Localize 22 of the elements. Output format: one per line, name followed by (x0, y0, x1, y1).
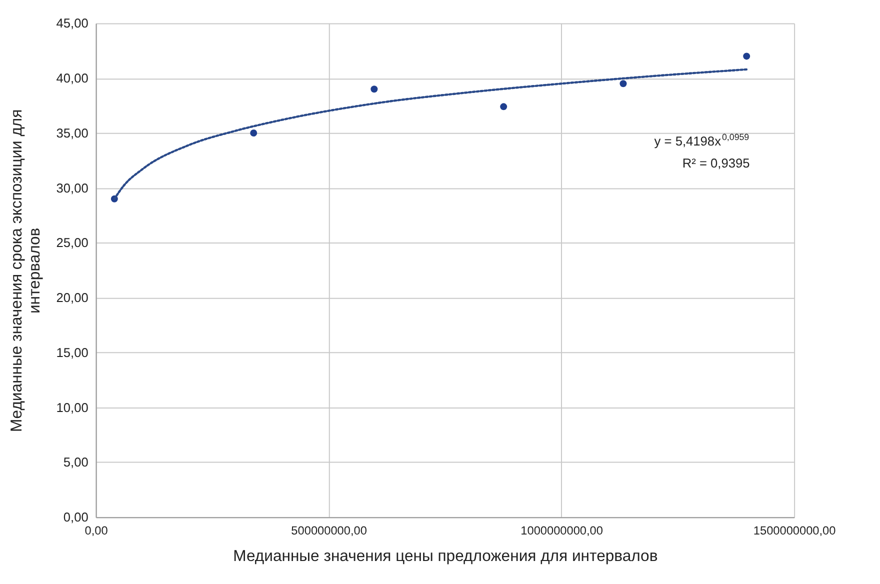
y-tick-label: 20,00 (56, 290, 88, 306)
x-tick-label: 1000000000,00 (520, 523, 604, 538)
annotation: R² = 0,9395 (682, 155, 750, 170)
y-tick-label: 35,00 (56, 125, 88, 140)
x-tick-label: 0,00 (84, 523, 108, 538)
y-tick-label: 0,00 (63, 510, 88, 525)
y-tick-label: 5,00 (63, 454, 88, 470)
y-axis-title: Медианные значения срока экспозиции для интервалов (8, 109, 44, 432)
y-tick-label: 30,00 (56, 180, 88, 196)
x-tick-label: 1500000000,00 (753, 523, 836, 538)
x-tick-label: 500000000,00 (291, 523, 368, 538)
y-tick-label: 40,00 (56, 70, 88, 86)
point (620, 80, 627, 88)
point (500, 103, 508, 110)
point (370, 86, 378, 93)
x-axis-title: Медианные значения цены предложения для интервалов (233, 548, 658, 566)
y-tick-label: 10,00 (56, 400, 88, 415)
y-tick-label: 45,00 (56, 16, 88, 31)
y-tick-label: 25,00 (56, 235, 88, 250)
point (743, 52, 750, 60)
y-tick-label: 15,00 (56, 344, 88, 360)
point (250, 130, 258, 137)
